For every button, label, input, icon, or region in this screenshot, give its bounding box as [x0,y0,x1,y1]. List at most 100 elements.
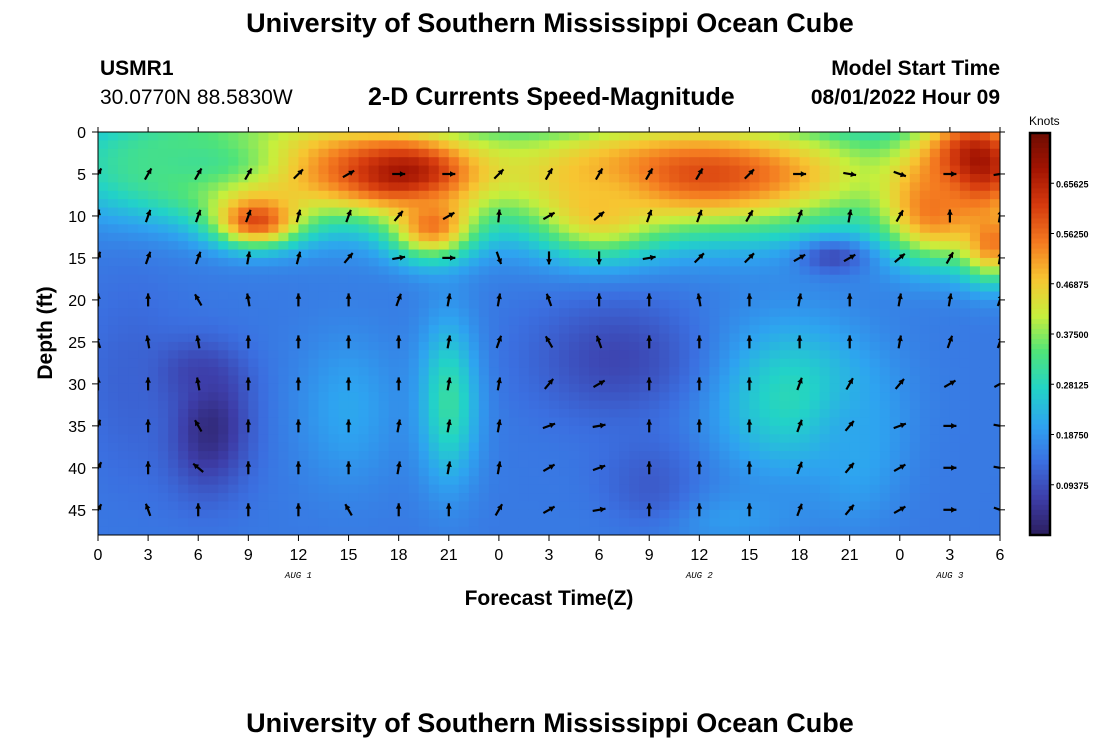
heatmap-cell [478,299,490,309]
heatmap-cell [689,241,700,251]
heatmap-cell [138,358,149,368]
heatmap-cell [749,459,761,469]
heatmap-cell [248,518,259,528]
heatmap-cell [398,291,410,301]
heatmap-cell [869,132,881,141]
heatmap-cell [218,476,229,486]
heatmap-cell [569,375,580,385]
current-arrow [493,168,505,180]
heatmap-cell [709,341,720,351]
heatmap-cell [278,199,290,209]
heatmap-cell [929,190,941,200]
heatmap-cell [549,434,560,444]
heatmap-cell [518,224,530,234]
heatmap-cell [498,232,510,242]
heatmap-cell [278,476,290,486]
heatmap-cell [258,476,269,486]
heatmap-cell [348,467,360,477]
heatmap-cell [579,358,590,368]
heatmap-cell [258,383,269,393]
heatmap-cell [138,341,149,351]
heatmap-cell [849,325,861,335]
heatmap-cell [859,316,871,326]
heatmap-cell [428,451,440,461]
heatmap-cell [639,358,650,368]
heatmap-cell [378,442,390,452]
heatmap-cell [779,434,791,444]
heatmap-cell [498,333,510,343]
heatmap-cell [959,417,971,427]
heatmap-cell [549,148,560,158]
heatmap-cell [268,241,279,251]
heatmap-cell [198,509,209,519]
heatmap-cell [759,283,771,293]
colorbar-tick-label: 0.09375 [1056,481,1089,491]
heatmap-cell [619,518,630,528]
heatmap-cell [959,375,971,385]
heatmap-cell [949,501,961,511]
heatmap-cell [148,224,159,234]
heatmap-cell [128,249,139,259]
current-arrow [545,293,553,307]
heatmap-cell [909,182,921,192]
heatmap-cell [959,459,971,469]
heatmap-cell [819,199,831,209]
heatmap-cell [659,190,670,200]
heatmap-cell [709,157,720,167]
heatmap-cell [298,232,310,242]
heatmap-cell [528,358,540,368]
heatmap-cell [428,383,440,393]
heatmap-cell [178,409,189,419]
heatmap-cell [188,325,199,335]
heatmap-cell [819,148,831,158]
heatmap-cell [138,333,149,343]
heatmap-cell [669,148,680,158]
heatmap-cell [438,257,450,267]
heatmap-cell [849,199,861,209]
heatmap-cell [338,493,350,503]
heatmap-cell [418,232,430,242]
heatmap-cell [739,350,751,360]
heatmap-cell [969,274,981,284]
heatmap-cell [659,257,670,267]
heatmap-cell [198,157,209,167]
heatmap-cell [869,299,881,309]
heatmap-cell [118,467,129,477]
heatmap-cell [518,341,530,351]
colorbar-segment [1030,228,1050,235]
heatmap-cell [669,283,680,293]
heatmap-cell [398,199,410,209]
heatmap-cell [749,484,761,494]
heatmap-cell [188,383,199,393]
heatmap-cell [438,308,450,318]
heatmap-cell [258,417,269,427]
heatmap-cell [528,333,540,343]
heatmap-cell [248,383,259,393]
heatmap-cell [769,173,781,183]
heatmap-cell [899,383,911,393]
heatmap-cell [879,392,891,402]
heatmap-cell [508,501,520,511]
current-arrow [343,252,354,264]
heatmap-cell [689,249,700,259]
heatmap-cell [228,165,239,175]
heatmap-cell [168,157,179,167]
current-arrow [894,252,906,263]
heatmap-cell [649,409,660,419]
heatmap-cell [338,316,350,326]
heatmap-cell [949,266,961,276]
heatmap-cell [468,249,480,259]
heatmap-cell [799,215,811,225]
heatmap-cell [949,434,961,444]
heatmap-cell [869,140,881,150]
heatmap-cell [989,367,1000,377]
heatmap-cell [188,148,199,158]
heatmap-cell [989,148,1000,158]
heatmap-cell [228,358,239,368]
heatmap-cell [669,325,680,335]
heatmap-cell [508,509,520,519]
heatmap-cell [438,316,450,326]
heatmap-cell [829,173,841,183]
heatmap-cell [508,274,520,284]
heatmap-cell [138,283,149,293]
